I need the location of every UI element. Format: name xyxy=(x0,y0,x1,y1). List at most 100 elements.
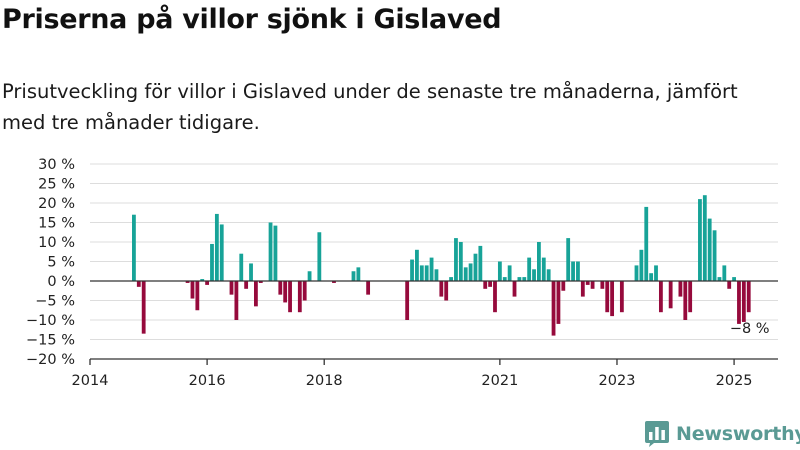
bar xyxy=(688,281,693,313)
bar xyxy=(580,281,585,297)
bar xyxy=(541,257,546,281)
x-axis-labels: 2014 2016 2018 2021 2023 2025 xyxy=(72,359,753,389)
y-tick-label: −5 % xyxy=(35,294,75,310)
bar xyxy=(302,281,307,301)
bar xyxy=(654,265,658,281)
bar xyxy=(468,263,473,281)
bar xyxy=(419,265,424,281)
y-tick-label: 25 % xyxy=(38,177,75,193)
annotations: −8 % xyxy=(730,321,770,337)
bar xyxy=(605,281,610,313)
bar xyxy=(532,269,536,281)
bar xyxy=(307,271,312,281)
bar xyxy=(463,267,468,281)
bar xyxy=(493,281,497,313)
bar xyxy=(600,281,605,289)
bar xyxy=(458,242,463,281)
bar xyxy=(576,261,580,281)
bar xyxy=(444,281,449,301)
chart-title: Priserna på villor sjönk i Gislaved xyxy=(2,4,502,35)
bar xyxy=(214,213,219,281)
brand-name: Newsworthy xyxy=(676,423,800,445)
bar xyxy=(527,257,532,281)
bar xyxy=(366,281,371,295)
bar xyxy=(488,281,493,287)
y-tick-label: −20 % xyxy=(26,352,75,368)
bar xyxy=(405,281,410,320)
x-tick-label: 2014 xyxy=(72,373,109,389)
bar xyxy=(683,281,688,320)
y-tick-label: 0 % xyxy=(47,274,75,290)
bar xyxy=(229,281,234,295)
bar xyxy=(702,195,707,281)
bar xyxy=(546,269,551,281)
bar xyxy=(268,222,273,281)
bar xyxy=(210,243,214,281)
bar xyxy=(205,281,210,285)
bar xyxy=(239,253,244,281)
bar xyxy=(644,206,649,281)
x-tick-label: 2025 xyxy=(716,373,753,389)
bar xyxy=(219,224,224,281)
bar xyxy=(429,257,434,281)
bar xyxy=(185,281,190,283)
bar xyxy=(288,281,292,313)
bar xyxy=(317,232,322,281)
gridlines xyxy=(90,163,778,360)
bar xyxy=(507,265,512,281)
bar xyxy=(561,281,566,291)
bar xyxy=(497,261,502,281)
bar xyxy=(332,281,336,283)
y-tick-label: 5 % xyxy=(47,255,75,271)
bar xyxy=(698,199,702,281)
bar xyxy=(473,253,478,281)
bar xyxy=(283,281,288,303)
bar xyxy=(449,277,453,281)
x-tick-label: 2023 xyxy=(599,373,636,389)
bar xyxy=(551,281,556,336)
x-tick-label: 2018 xyxy=(306,373,343,389)
bar xyxy=(234,281,239,320)
bar xyxy=(741,281,746,322)
y-tick-label: 30 % xyxy=(38,157,75,173)
bar xyxy=(722,265,727,281)
bar xyxy=(610,281,615,317)
y-tick-label: 10 % xyxy=(38,235,75,251)
bar xyxy=(356,267,361,281)
bar xyxy=(502,277,507,281)
bar xyxy=(746,281,751,313)
bar xyxy=(707,218,712,281)
y-axis-labels: 30 % 25 % 20 % 15 % 10 % 5 % 0 % −5 % −10 % −15 %… xyxy=(26,157,75,368)
bar xyxy=(141,281,146,334)
bar xyxy=(517,277,522,281)
bar xyxy=(639,249,644,281)
bar xyxy=(590,281,595,289)
bar xyxy=(668,281,673,309)
bar xyxy=(439,281,444,297)
bar xyxy=(132,214,136,281)
x-tick-label: 2021 xyxy=(481,373,518,389)
bar xyxy=(712,230,717,281)
bar xyxy=(297,281,302,313)
bar xyxy=(717,277,722,281)
bar xyxy=(454,238,458,281)
bar xyxy=(483,281,488,289)
bar xyxy=(619,281,624,313)
bars xyxy=(132,195,751,336)
bar xyxy=(244,281,249,289)
bar xyxy=(512,281,517,297)
axes xyxy=(90,280,778,360)
bar xyxy=(410,259,414,281)
bar xyxy=(478,245,483,281)
newsworthy-logo: Newsworthy xyxy=(644,419,800,449)
bar xyxy=(258,281,263,283)
bar xyxy=(273,225,278,281)
bar-chart-bubble-icon xyxy=(645,421,669,447)
bar xyxy=(658,281,663,313)
y-tick-label: 15 % xyxy=(38,216,75,232)
y-tick-label: 20 % xyxy=(38,196,75,212)
bar xyxy=(634,265,639,281)
last-value-label: −8 % xyxy=(730,321,770,337)
bar xyxy=(195,281,200,311)
bar xyxy=(737,281,741,324)
